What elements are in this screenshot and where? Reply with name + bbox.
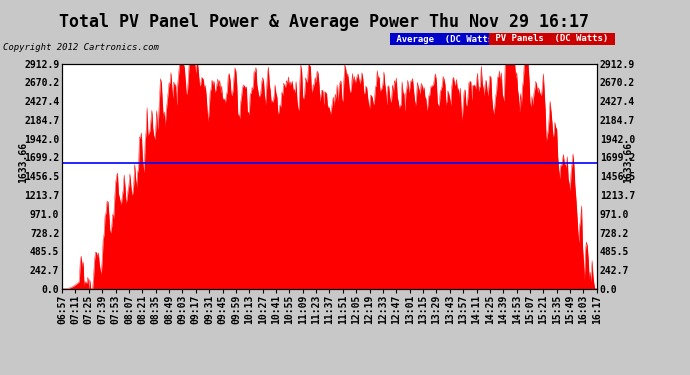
Text: 1633.66: 1633.66: [623, 142, 633, 183]
Text: PV Panels  (DC Watts): PV Panels (DC Watts): [490, 34, 613, 44]
Text: 1633.66: 1633.66: [19, 142, 28, 183]
Text: Copyright 2012 Cartronics.com: Copyright 2012 Cartronics.com: [3, 43, 159, 52]
Text: Total PV Panel Power & Average Power Thu Nov 29 16:17: Total PV Panel Power & Average Power Thu…: [59, 13, 589, 31]
Text: Average  (DC Watts): Average (DC Watts): [391, 34, 504, 44]
